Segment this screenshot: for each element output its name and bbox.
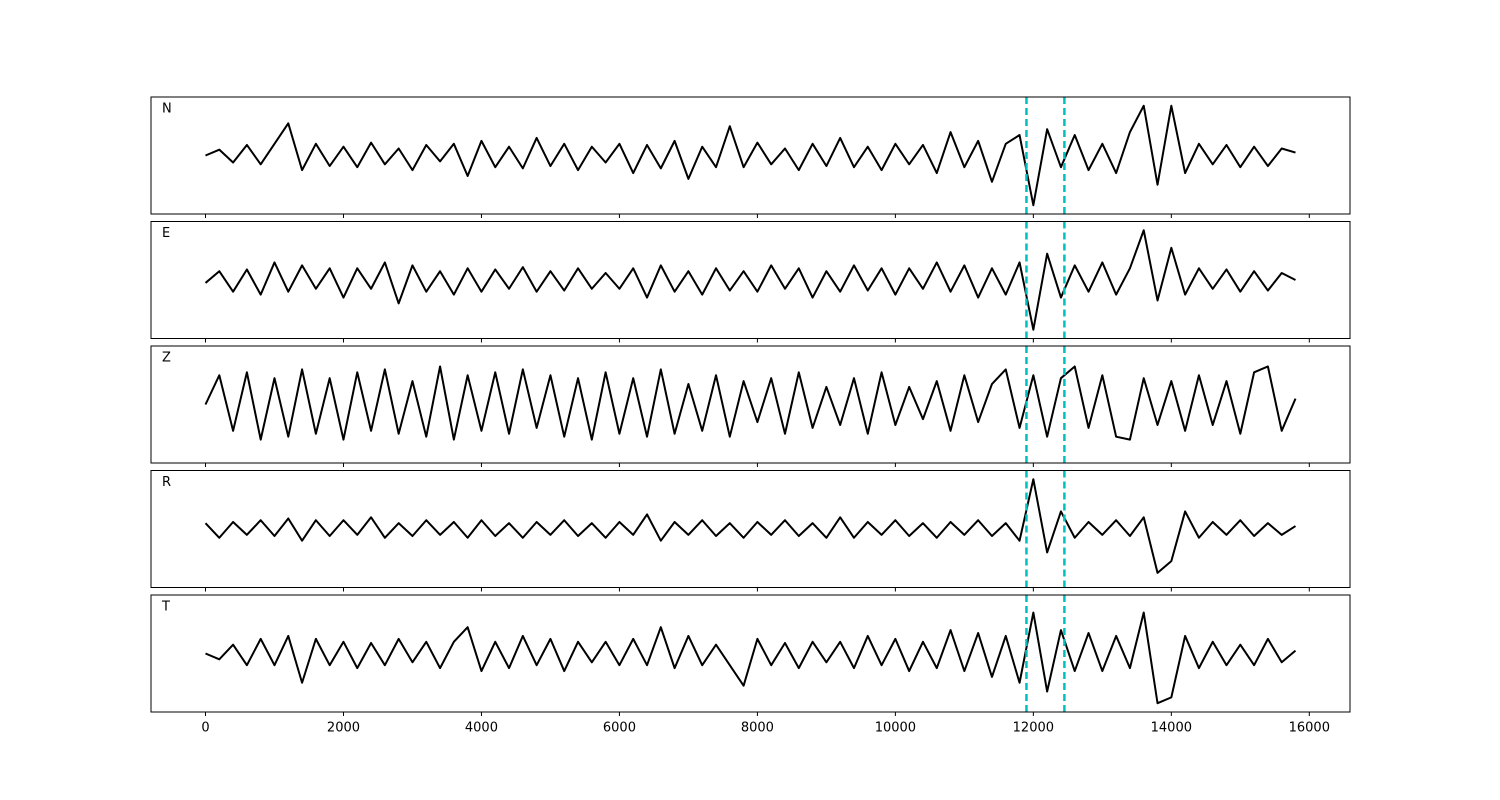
x-tick-label: 14000: [1151, 721, 1192, 736]
x-tick-label: 12000: [1013, 721, 1054, 736]
panel-label: E: [162, 226, 170, 241]
x-tick-label: 4000: [465, 721, 498, 736]
trace: [204, 478, 1297, 574]
panel-label: R: [162, 475, 171, 490]
panel-label: T: [161, 600, 170, 615]
panel-frame: [150, 345, 1351, 464]
panel-label: Z: [162, 351, 171, 366]
trace: [204, 365, 1297, 441]
panel-frame: [150, 594, 1351, 713]
panel-label: N: [162, 102, 172, 117]
trace: [205, 611, 1297, 705]
panel-frame: [150, 96, 1351, 215]
x-tick-label: 6000: [603, 721, 636, 736]
panel-frame: [150, 470, 1351, 588]
x-tick-label: 10000: [875, 721, 916, 736]
x-tick-label: 16000: [1289, 721, 1330, 736]
x-tick-label: 8000: [741, 721, 774, 736]
panel-frame: [150, 221, 1351, 339]
trace: [204, 229, 1296, 331]
x-tick-label: 0: [201, 721, 209, 736]
trace: [205, 104, 1296, 207]
x-tick-label: 2000: [327, 721, 360, 736]
